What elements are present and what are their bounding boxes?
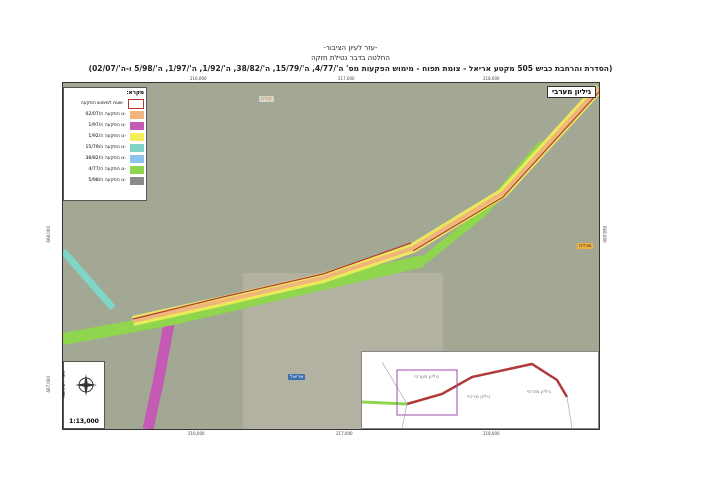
legend-label: -שטח למימוש הפקעה	[80, 101, 124, 106]
inset-label: גיליון מערבי	[414, 374, 439, 380]
inset-road	[406, 362, 569, 406]
inset-label: גיליון מזרחי	[527, 389, 551, 395]
legend-label: -גו הפקעה ה/4/77	[88, 167, 126, 172]
legend-swatch	[130, 143, 144, 152]
compass-rose-icon	[75, 374, 97, 396]
title-line-1: -עזר לעיון הציבור-	[323, 44, 378, 52]
inset-key-map: גיליון מערבי גיליון מרכזי גיליון מזרחי	[361, 351, 599, 429]
inset-sheet-frame	[396, 369, 458, 416]
place-label: אריאל	[288, 374, 306, 380]
legend-item: -גו הפקעה ה/15/79	[66, 142, 144, 153]
legend-label: -גו הפקעה ה/5/98	[88, 178, 126, 183]
x-tick-bottom: 218,000	[483, 431, 500, 436]
y-tick-right: 668,000	[602, 226, 607, 243]
legend-label: -גו הפקעה ה/02/07	[85, 112, 126, 117]
legend-item: -גו הפקעה ה/1/92	[66, 131, 144, 142]
legend-swatch	[130, 176, 144, 185]
legend-label: -גו הפקעה ה/1/97	[88, 123, 126, 128]
legend-item: -גו הפקעה ה/5/98	[66, 175, 144, 186]
legend-swatch	[130, 121, 144, 130]
map-view[interactable]: מקרא: -שטח למימוש הפקעה -גו הפקעה ה/02/07…	[62, 82, 600, 430]
y-tick-left: 668,000	[46, 226, 51, 243]
legend-swatch	[130, 132, 144, 141]
title-line-2: החלטה בדבר נטילת חזקה	[311, 54, 390, 62]
scale-box: מיפוי: י. שרון ושות' 1:13,000	[63, 361, 105, 429]
legend-swatch	[130, 110, 144, 119]
map-credit: מיפוי: י. שרון ושות'	[62, 370, 66, 398]
x-tick-bottom: 216,000	[188, 431, 205, 436]
orange-expropriation	[132, 86, 599, 323]
x-tick-top: 218,000	[483, 76, 500, 81]
purple-expropriation	[142, 311, 177, 429]
legend-item: -גו הפקעה ה/38/82	[66, 153, 144, 164]
legend-swatch	[130, 154, 144, 163]
legend-title: מקרא:	[126, 90, 144, 96]
legend-item: -שטח למימוש הפקעה	[66, 98, 144, 109]
inset-label: גיליון מרכזי	[467, 394, 491, 400]
legend-label: -גו הפקעה ה/15/79	[85, 145, 126, 150]
title-line-3: (הסדרת והרחבת כביש 505 מקטע אריאל - צומת…	[88, 64, 613, 73]
x-tick-top: 216,000	[190, 76, 207, 81]
x-tick-bottom: 217,000	[336, 431, 353, 436]
legend-label: -גו הפקעה ה/38/82	[85, 156, 126, 161]
map-scale: 1:13,000	[69, 418, 99, 425]
legend-swatch	[130, 165, 144, 174]
legend-label: -גו הפקעה ה/1/92	[88, 134, 126, 139]
legend-item: -גו הפקעה ה/02/07	[66, 109, 144, 120]
x-tick-top: 217,000	[338, 76, 355, 81]
place-label: קירה	[259, 96, 274, 102]
legend: מקרא: -שטח למימוש הפקעה -גו הפקעה ה/02/07…	[63, 87, 147, 201]
teal-expropriation	[63, 248, 116, 311]
expropriation-outline	[132, 91, 599, 320]
sheet-label: גיליון מערבי	[547, 86, 596, 98]
legend-item: -גו הפקעה ה/1/97	[66, 120, 144, 131]
legend-item: -גו הפקעה ה/4/77	[66, 164, 144, 175]
legend-swatch	[128, 98, 144, 109]
place-label: מרדה	[577, 243, 594, 249]
green-expropriation	[63, 255, 425, 345]
y-tick-left: 667,000	[46, 376, 51, 393]
